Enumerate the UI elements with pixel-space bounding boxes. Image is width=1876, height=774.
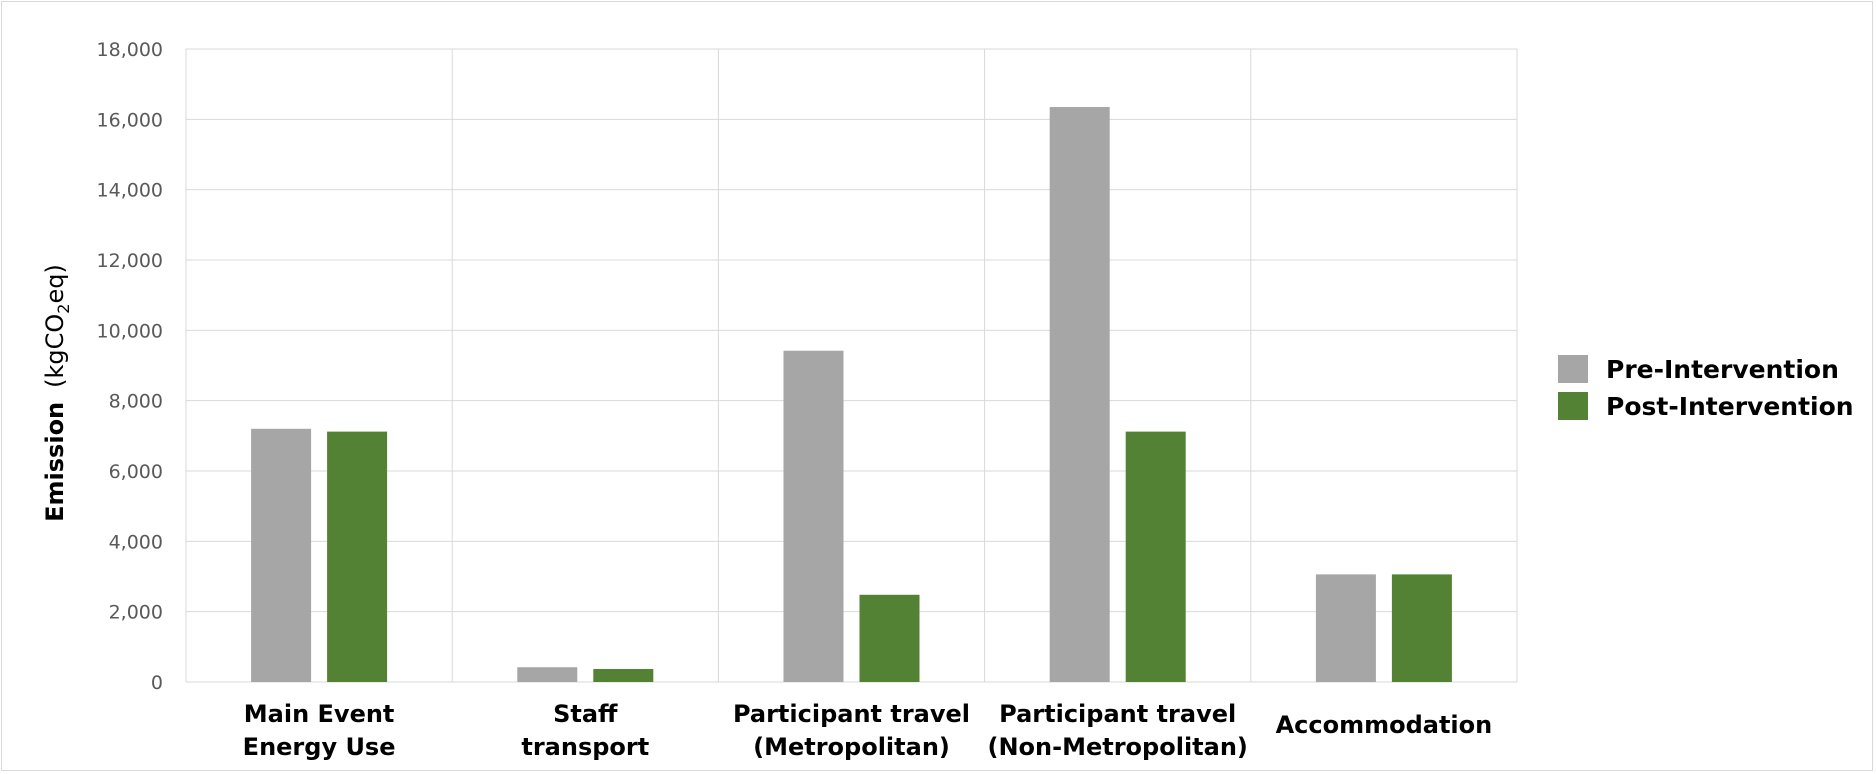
y-axis-label-main: Emission — [41, 402, 69, 522]
legend-swatch-pre — [1558, 355, 1588, 383]
x-category-labels: Main Event Energy Use Staff transport Partic… — [243, 700, 1493, 761]
legend: Pre-Intervention Post-Intervention — [1558, 355, 1854, 421]
bars — [251, 107, 1452, 682]
bar-pre — [517, 667, 578, 682]
bar-post — [1391, 574, 1452, 682]
bar-pre — [1315, 574, 1376, 682]
bar-post — [1125, 431, 1186, 682]
bar-pre — [1049, 107, 1110, 682]
x-category-label: Main Event — [244, 700, 395, 728]
x-category-label: Staff — [553, 700, 618, 728]
y-tick-label: 0 — [151, 672, 163, 694]
y-axis-label-unit-prefix: (kgCO — [41, 314, 69, 388]
x-category-label: Participant travel — [999, 700, 1236, 728]
x-category-label: Participant travel — [733, 700, 970, 728]
legend-label-post: Post-Intervention — [1606, 392, 1854, 421]
y-tick-label: 18,000 — [97, 39, 163, 61]
x-category-label: transport — [521, 733, 649, 761]
y-axis-label: Emission (kgCO2eq) — [41, 264, 73, 522]
y-tick-label: 8,000 — [109, 391, 163, 413]
x-category-label: (Non-Metropolitan) — [988, 733, 1248, 761]
legend-label-pre: Pre-Intervention — [1606, 355, 1839, 384]
y-axis-label-unit-suffix: eq) — [41, 264, 69, 303]
y-tick-label: 16,000 — [97, 109, 163, 131]
bar-post — [593, 668, 654, 682]
legend-swatch-post — [1558, 392, 1588, 420]
bar-pre — [251, 428, 312, 682]
bar-pre — [783, 350, 844, 682]
y-axis-label-unit-sub: 2 — [54, 304, 73, 314]
y-tick-label: 14,000 — [97, 180, 163, 202]
x-category-label: (Metropolitan) — [753, 733, 950, 761]
bar-post — [859, 594, 920, 682]
y-tick-label: 10,000 — [97, 320, 163, 342]
y-tick-label: 6,000 — [109, 461, 163, 483]
x-category-label: Energy Use — [243, 733, 396, 761]
bar-post — [327, 431, 388, 682]
y-tick-label: 12,000 — [97, 250, 163, 272]
gridlines — [185, 48, 1518, 683]
x-category-label: Accommodation — [1276, 711, 1493, 739]
y-tick-labels: 0 2,000 4,000 6,000 8,000 10,000 12,000 14,000 1… — [97, 39, 163, 694]
y-tick-label: 4,000 — [109, 531, 163, 553]
y-tick-label: 2,000 — [109, 602, 163, 624]
